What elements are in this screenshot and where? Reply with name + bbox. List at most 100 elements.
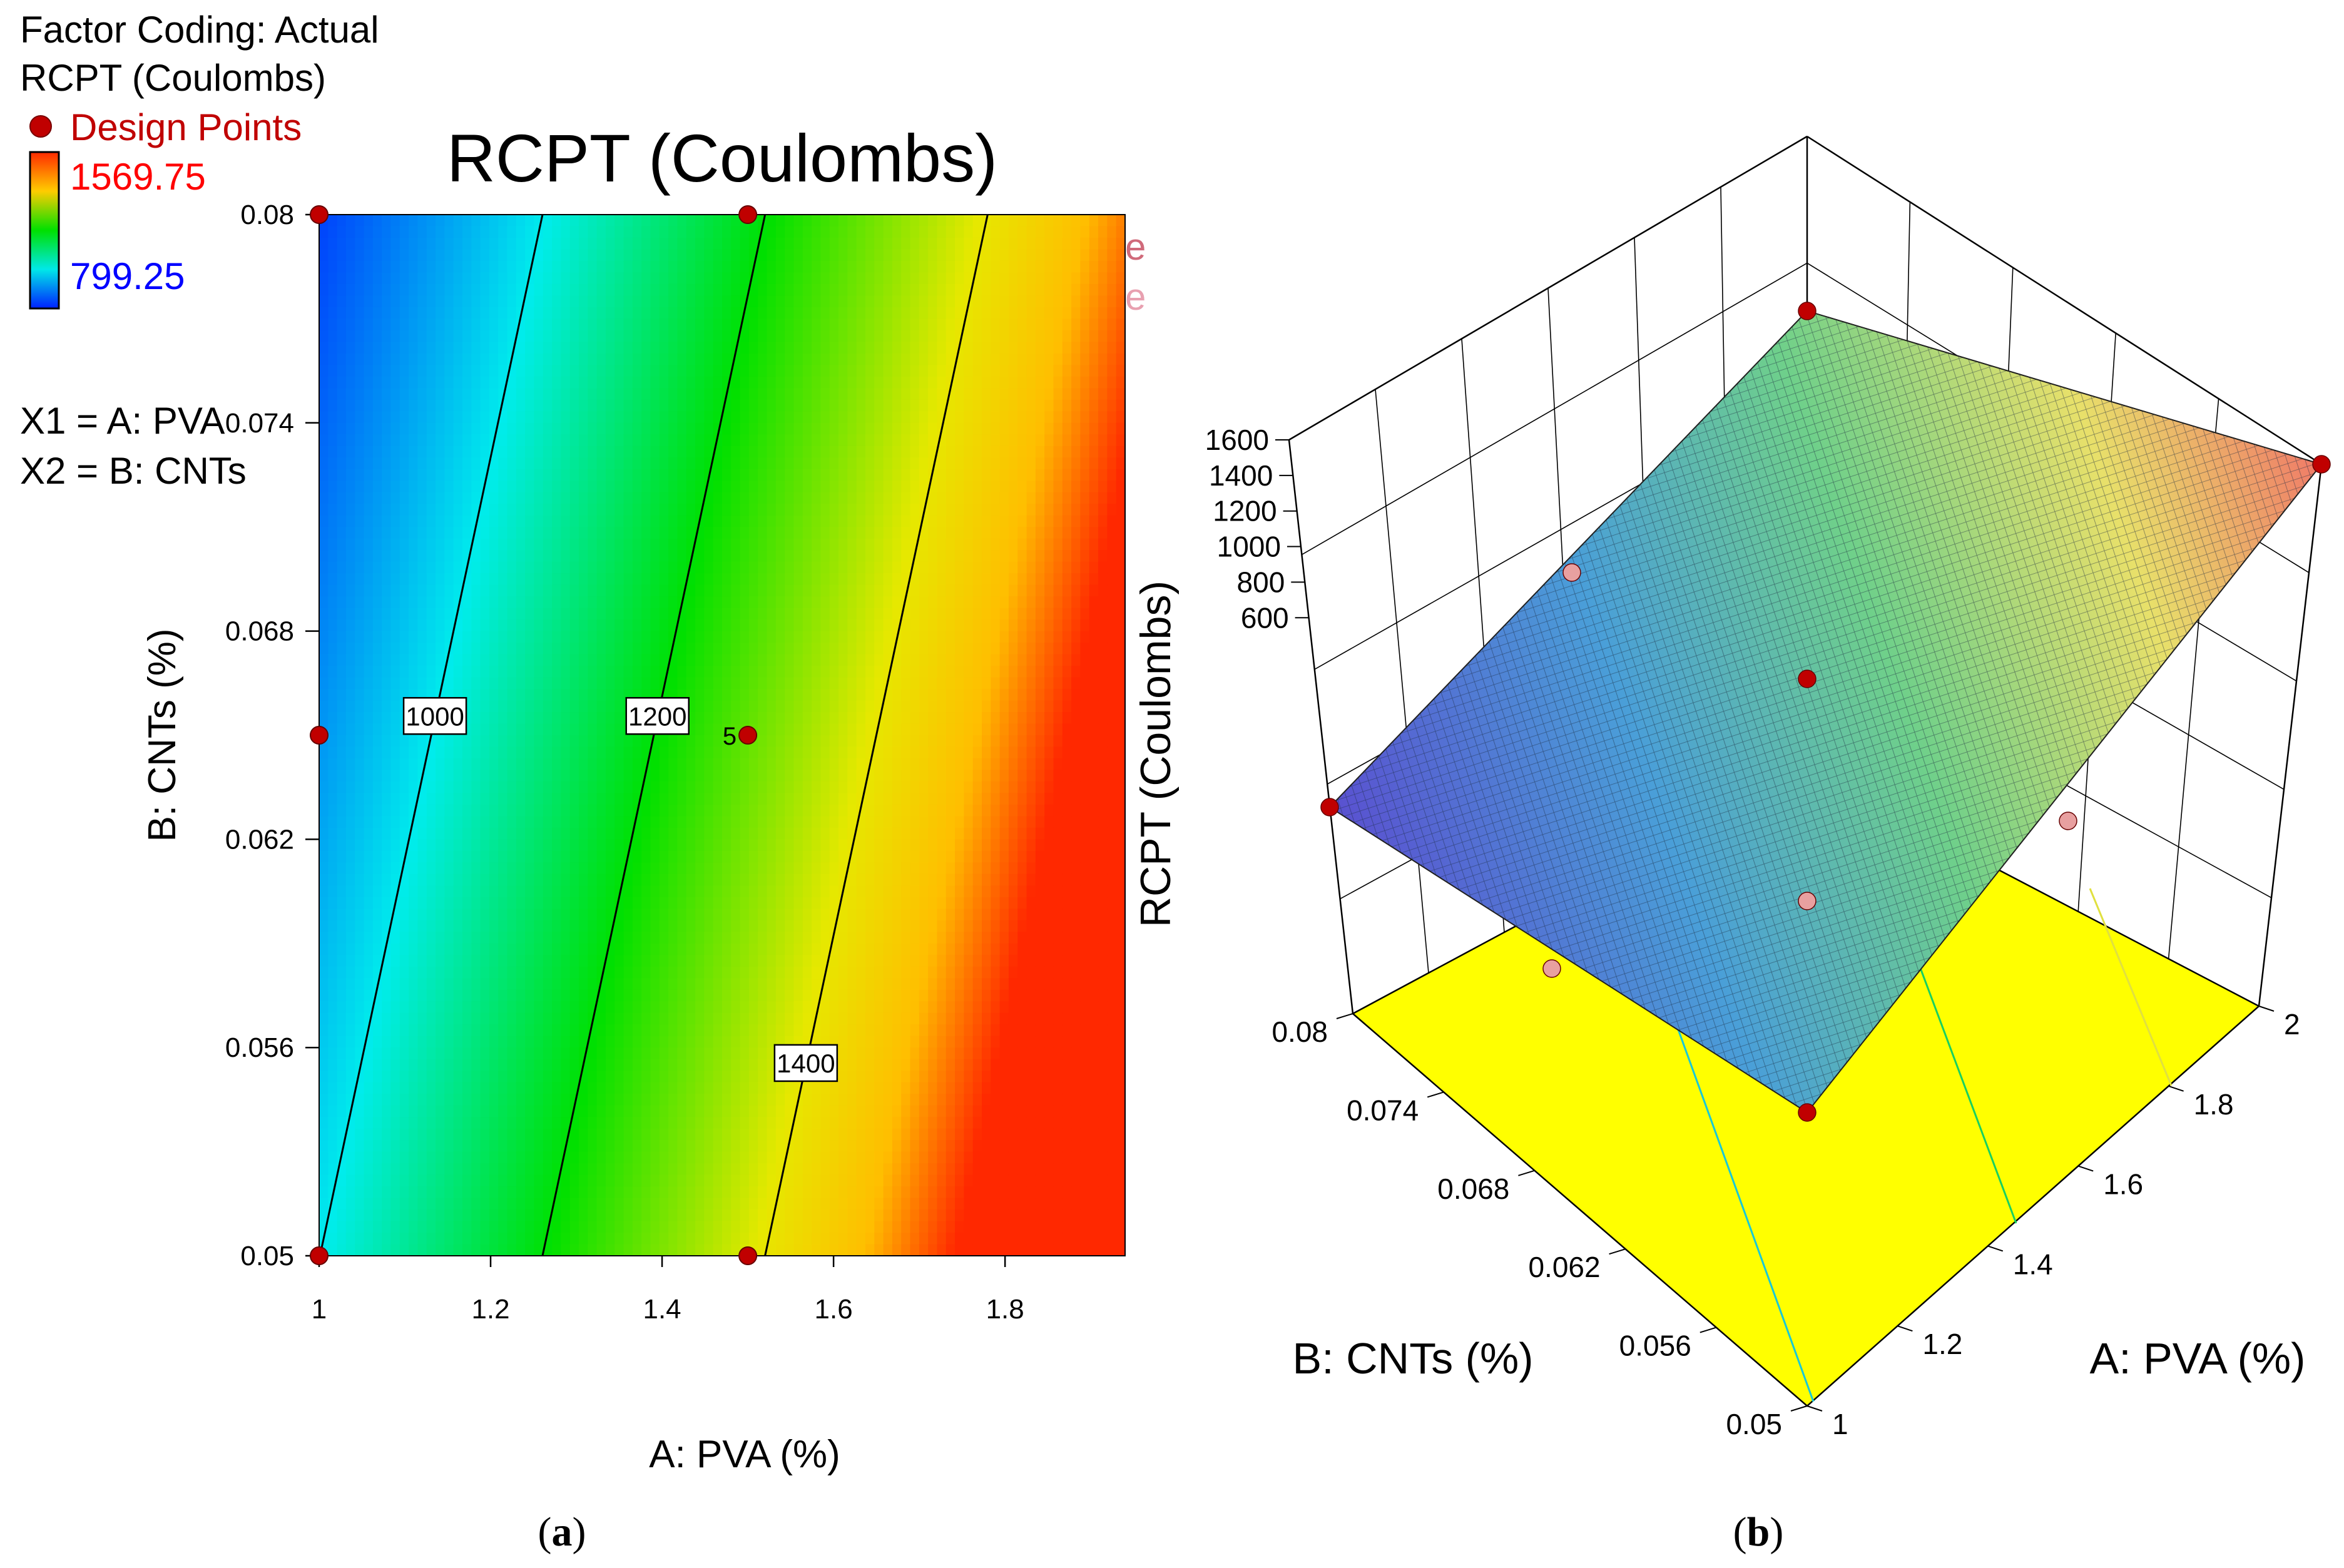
b-tick-label: 0.074 (1347, 1094, 1419, 1126)
surface-a-label: A: PVA (%) (2090, 1334, 2306, 1383)
z-tick-label: 1600 (1205, 424, 1269, 456)
surface-shadow-point (1542, 959, 1561, 978)
contour-x-label: A: PVA (%) (649, 1433, 840, 1476)
x-tick-label: 1.8 (986, 1294, 1024, 1325)
y-tick-label: 0.05 (240, 1241, 294, 1271)
a-tick-label: 1.4 (2013, 1248, 2053, 1280)
contour-label-box-1200 (625, 697, 690, 735)
design-point (310, 1246, 329, 1265)
a-tick-mark (2168, 1085, 2184, 1092)
a-tick-mark (1897, 1325, 1913, 1332)
surface-b-label: B: CNTs (%) (1293, 1334, 1534, 1383)
surface-shadow-point (1798, 892, 1817, 910)
surface-design-point (2312, 455, 2331, 474)
contour-heatmap (319, 215, 1125, 1256)
b-tick-mark (1518, 1169, 1535, 1176)
contour-axes: 1 1.2 1.4 1.6 1.8 0.05 0.056 0.062 0.068 0.074 0.0… (225, 200, 1024, 1325)
a-tick-mark (1806, 1405, 1823, 1412)
surface-design-point (1798, 1103, 1817, 1122)
legend-max-value: 1569.75 (70, 156, 206, 198)
a-tick-mark (2077, 1165, 2094, 1172)
panel-a: Factor Coding: Actual RCPT (Coulombs) De… (20, 9, 1146, 1555)
floor-contour-1400 (2089, 888, 2173, 1086)
design-point-count: 5 (723, 723, 736, 750)
color-scale-bar (29, 151, 60, 310)
panel-b-label: (b) (1733, 1509, 1784, 1555)
legend-x2: X2 = B: CNTs (20, 450, 247, 492)
y-tick-label: 0.074 (225, 408, 294, 439)
b-tick-label: 0.08 (1271, 1016, 1328, 1048)
contour-line-1000 (319, 215, 544, 1256)
surface-shadow-point (2059, 812, 2077, 830)
legend-response: RCPT (Coulombs) (20, 57, 326, 99)
contour-label-box-1400 (773, 1044, 838, 1082)
surface-shadow-point (1562, 563, 1581, 582)
legend-min-value: 799.25 (70, 255, 185, 297)
y-tick-label: 0.056 (225, 1032, 294, 1063)
a-tick-label: 2 (2284, 1008, 2300, 1041)
contour-label-1400: 1400 (777, 1049, 835, 1078)
b-tick-label: 0.056 (1619, 1330, 1691, 1362)
y-tick-label: 0.062 (225, 824, 294, 855)
b-tick-mark (1427, 1091, 1444, 1098)
grid-line (1302, 262, 1808, 556)
b-tick-label: 0.062 (1528, 1251, 1600, 1283)
b-tick-mark (1336, 1013, 1353, 1019)
floor-contour-lines (1676, 888, 2173, 1402)
z-tick-label: 1000 (1217, 531, 1281, 563)
surface-design-point (1798, 669, 1817, 688)
b-tick-mark (1699, 1326, 1717, 1333)
y-tick-label: 0.068 (225, 616, 294, 647)
contour-design-points: 5 (310, 205, 758, 1265)
design-point (310, 726, 329, 745)
design-point (310, 205, 329, 224)
surface-mesh (1330, 311, 2321, 1112)
design-point (738, 1246, 758, 1265)
x-tick-label: 1.2 (471, 1294, 509, 1325)
a-tick-label: 1.6 (2103, 1168, 2143, 1201)
z-tick-label: 800 (1237, 566, 1285, 598)
contour-line-1400 (764, 215, 989, 1256)
design-point (738, 726, 758, 745)
b-tick-label: 0.05 (1726, 1408, 1782, 1440)
clipped-text-1: e (1125, 226, 1146, 268)
contour-lines: 1000 1200 1400 (319, 215, 989, 1256)
contour-label-1000: 1000 (405, 701, 464, 731)
a-tick-label: 1.8 (2194, 1088, 2234, 1121)
panel-a-label: (a) (538, 1509, 586, 1555)
b-tick-mark (1790, 1405, 1808, 1412)
legend-a: Factor Coding: Actual RCPT (Coulombs) De… (20, 9, 379, 492)
design-point-legend-marker (29, 115, 52, 138)
design-point (738, 205, 758, 224)
z-tick-label: 1200 (1213, 495, 1276, 527)
a-tick-label: 1.2 (1922, 1328, 1962, 1360)
x-tick-label: 1 (312, 1294, 327, 1325)
contour-title: RCPT (Coulombs) (447, 120, 997, 196)
surface-design-points (1320, 302, 2331, 1122)
surface-z-label: RCPT (Coulombs) (1132, 581, 1180, 927)
z-tick-label: 1400 (1209, 459, 1273, 492)
grid-line (1375, 389, 1429, 974)
contour-label-box-1000 (402, 697, 467, 735)
legend-design-points: Design Points (70, 106, 302, 148)
floor-contour-1200 (1901, 919, 2017, 1224)
box-edge (1806, 135, 2322, 466)
surface-design-point (1320, 798, 1339, 817)
b-tick-mark (1609, 1248, 1626, 1255)
a-tick-mark (1987, 1245, 2004, 1252)
contour-label-1200: 1200 (628, 701, 686, 731)
legend-factor-coding: Factor Coding: Actual (20, 9, 379, 51)
a-tick-mark (2258, 1005, 2275, 1012)
x-tick-label: 1.6 (815, 1294, 853, 1325)
legend-x1: X1 = A: PVA (20, 400, 225, 442)
box-edge (1288, 439, 1354, 1014)
contour-line-1200 (541, 215, 767, 1256)
floor-contour-1000 (1676, 1026, 1815, 1402)
y-tick-label: 0.08 (240, 200, 294, 230)
b-tick-label: 0.068 (1437, 1173, 1509, 1205)
z-tick-label: 600 (1241, 601, 1289, 634)
contour-y-label: B: CNTs (%) (141, 629, 184, 842)
